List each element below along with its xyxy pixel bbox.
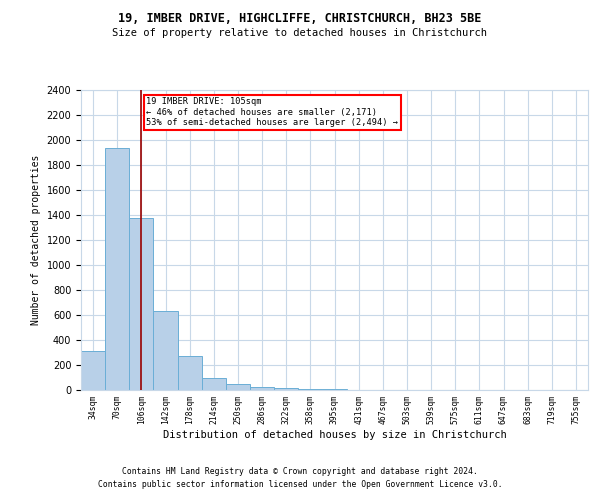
- Bar: [178, 356, 202, 390]
- X-axis label: Distribution of detached houses by size in Christchurch: Distribution of detached houses by size …: [163, 430, 506, 440]
- Bar: [81, 351, 105, 390]
- Bar: [154, 311, 178, 390]
- Bar: [250, 387, 274, 390]
- Bar: [105, 148, 129, 390]
- Text: Contains HM Land Registry data © Crown copyright and database right 2024.: Contains HM Land Registry data © Crown c…: [122, 467, 478, 476]
- Bar: [226, 384, 250, 390]
- Text: 19, IMBER DRIVE, HIGHCLIFFE, CHRISTCHURCH, BH23 5BE: 19, IMBER DRIVE, HIGHCLIFFE, CHRISTCHURC…: [118, 12, 482, 26]
- Text: 19 IMBER DRIVE: 105sqm
← 46% of detached houses are smaller (2,171)
53% of semi-: 19 IMBER DRIVE: 105sqm ← 46% of detached…: [146, 98, 398, 128]
- Text: Size of property relative to detached houses in Christchurch: Size of property relative to detached ho…: [113, 28, 487, 38]
- Bar: [129, 218, 154, 390]
- Text: Contains public sector information licensed under the Open Government Licence v3: Contains public sector information licen…: [98, 480, 502, 489]
- Bar: [202, 378, 226, 390]
- Bar: [274, 388, 298, 390]
- Y-axis label: Number of detached properties: Number of detached properties: [31, 155, 41, 325]
